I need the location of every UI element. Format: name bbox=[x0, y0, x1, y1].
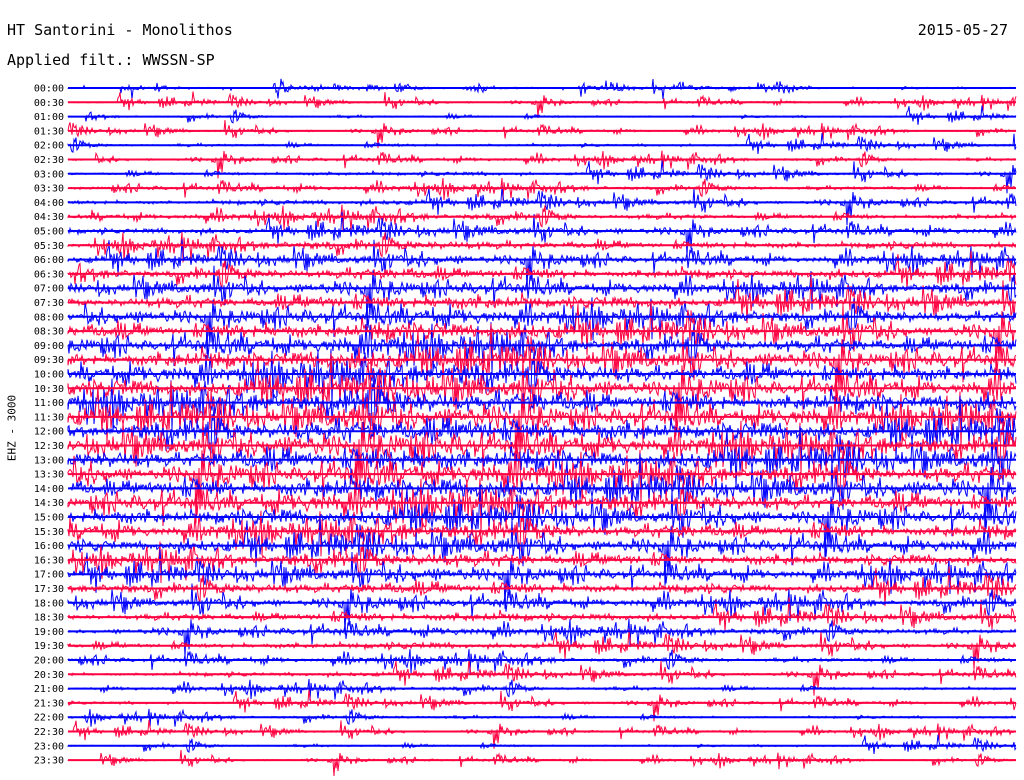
trace-row bbox=[67, 322, 1017, 375]
row-time-label: 18:00 bbox=[34, 598, 64, 609]
row-time-label: 01:30 bbox=[34, 126, 64, 137]
row-time-label: 02:00 bbox=[34, 141, 64, 152]
row-time-label: 23:00 bbox=[34, 741, 64, 752]
channel-label: EHZ - 3000 bbox=[5, 394, 19, 462]
row-time-label: 05:00 bbox=[34, 227, 64, 238]
row-time-label: 07:00 bbox=[34, 284, 64, 295]
row-time-label: 16:00 bbox=[34, 541, 64, 552]
trace-row bbox=[67, 132, 1017, 155]
trace-row bbox=[67, 426, 1017, 489]
row-time-label: 09:00 bbox=[34, 341, 64, 352]
trace-row bbox=[67, 415, 1017, 496]
row-time-label: 10:30 bbox=[34, 384, 64, 395]
row-time-label: 15:00 bbox=[34, 513, 64, 524]
row-time-label: 00:30 bbox=[34, 98, 64, 109]
record-date: 2015-05-27 bbox=[917, 21, 1008, 39]
trace-group bbox=[67, 78, 1017, 777]
row-time-label: 18:30 bbox=[34, 613, 64, 624]
row-time-label: 06:00 bbox=[34, 255, 64, 266]
row-time-label: 23:30 bbox=[34, 756, 64, 767]
row-time-label: 01:00 bbox=[34, 112, 64, 123]
row-time-label: 17:30 bbox=[34, 584, 64, 595]
row-time-label: 05:30 bbox=[34, 241, 64, 252]
filter-subtitle: Applied filt.: WWSSN-SP bbox=[7, 51, 215, 69]
row-time-label: 22:30 bbox=[34, 727, 64, 738]
trace-row bbox=[67, 629, 1017, 670]
row-time-label: 16:30 bbox=[34, 555, 64, 566]
row-time-label: 11:00 bbox=[34, 398, 64, 409]
row-time-label: 06:30 bbox=[34, 269, 64, 280]
row-time-label: 13:00 bbox=[34, 455, 64, 466]
row-time-label: 04:30 bbox=[34, 212, 64, 223]
row-time-label: 19:30 bbox=[34, 641, 64, 652]
row-time-label: 10:00 bbox=[34, 370, 64, 381]
trace-row bbox=[67, 649, 1017, 674]
trace-row bbox=[67, 720, 1017, 749]
trace-row bbox=[67, 484, 1017, 560]
trace-row bbox=[67, 509, 1017, 557]
row-time-label: 14:00 bbox=[34, 484, 64, 495]
trace-row bbox=[67, 91, 1017, 119]
trace-row bbox=[67, 120, 1017, 149]
row-time-label: 20:30 bbox=[34, 670, 64, 681]
row-time-label: 08:00 bbox=[34, 312, 64, 323]
row-time-label: 12:00 bbox=[34, 427, 64, 438]
station-title: HT Santorini - Monolithos bbox=[7, 21, 233, 39]
row-time-label: 12:30 bbox=[34, 441, 64, 452]
row-time-label: 19:00 bbox=[34, 627, 64, 638]
row-time-label: 15:30 bbox=[34, 527, 64, 538]
trace-row bbox=[67, 566, 1017, 607]
row-time-label: 20:00 bbox=[34, 656, 64, 667]
trace-row bbox=[67, 734, 1017, 754]
row-time-label: 17:00 bbox=[34, 570, 64, 581]
row-time-label: 09:30 bbox=[34, 355, 64, 366]
row-time-label: 14:30 bbox=[34, 498, 64, 509]
row-time-label: 13:30 bbox=[34, 470, 64, 481]
trace-row bbox=[67, 618, 1017, 658]
trace-row bbox=[67, 678, 1017, 701]
row-time-label: 04:00 bbox=[34, 198, 64, 209]
row-time-label: 11:30 bbox=[34, 412, 64, 423]
trace-row bbox=[67, 323, 1017, 405]
row-time-label: 22:00 bbox=[34, 713, 64, 724]
row-time-label: 02:30 bbox=[34, 155, 64, 166]
row-time-label: 00:00 bbox=[34, 84, 64, 95]
trace-row bbox=[67, 353, 1017, 436]
row-time-label: 08:30 bbox=[34, 327, 64, 338]
row-time-label: 21:00 bbox=[34, 684, 64, 695]
row-time-label: 03:30 bbox=[34, 184, 64, 195]
row-time-label: 21:30 bbox=[34, 698, 64, 709]
row-time-label: 03:00 bbox=[34, 169, 64, 180]
row-time-label: 07:30 bbox=[34, 298, 64, 309]
trace-row bbox=[68, 453, 1017, 535]
